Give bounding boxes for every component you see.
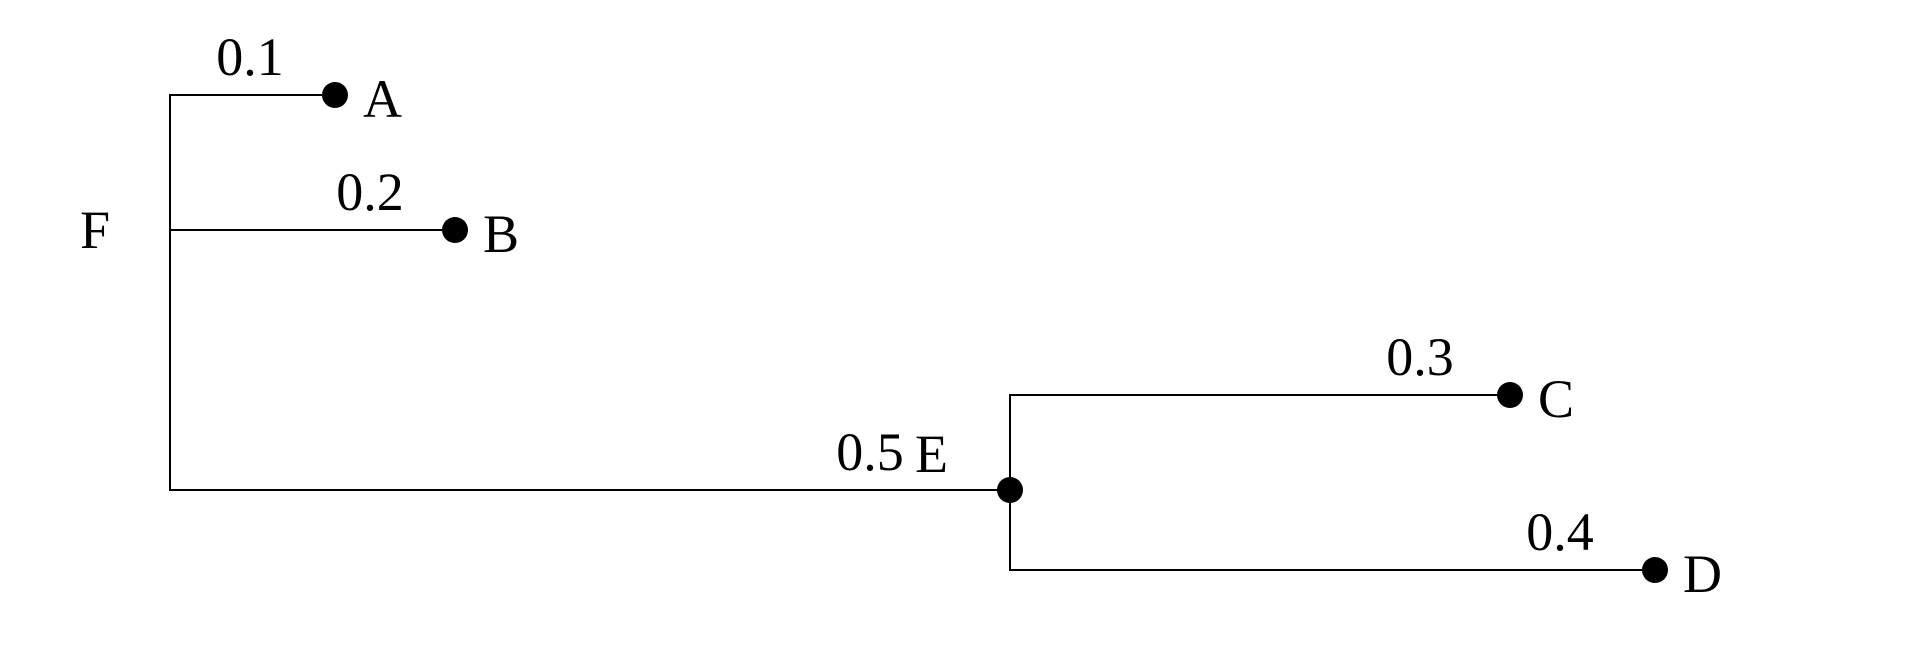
edge-label-E-D: 0.4 xyxy=(1526,502,1594,562)
node-label-C: C xyxy=(1538,369,1574,429)
edge-label-F-E: 0.5 xyxy=(836,422,904,482)
edge-label-E-C: 0.3 xyxy=(1386,327,1454,387)
node-label-D: D xyxy=(1683,544,1722,604)
node-dot-A xyxy=(322,82,348,108)
node-label-A: A xyxy=(363,69,402,129)
node-dot-C xyxy=(1497,382,1523,408)
node-label-E: E xyxy=(915,424,948,484)
edge-label-F-A: 0.1 xyxy=(216,27,284,87)
edge-F-A xyxy=(170,95,335,230)
node-label-B: B xyxy=(483,204,519,264)
edge-label-F-B: 0.2 xyxy=(336,162,404,222)
node-dot-E xyxy=(997,477,1023,503)
node-dot-D xyxy=(1642,557,1668,583)
edge-E-C xyxy=(1010,395,1510,490)
node-label-F: F xyxy=(80,200,110,260)
node-dot-B xyxy=(442,217,468,243)
